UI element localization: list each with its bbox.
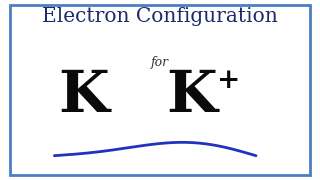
Text: K: K (167, 68, 217, 124)
Text: K: K (58, 68, 108, 124)
Text: +: + (217, 67, 241, 94)
Text: Electron Configuration: Electron Configuration (42, 7, 278, 26)
Text: for: for (151, 56, 169, 69)
